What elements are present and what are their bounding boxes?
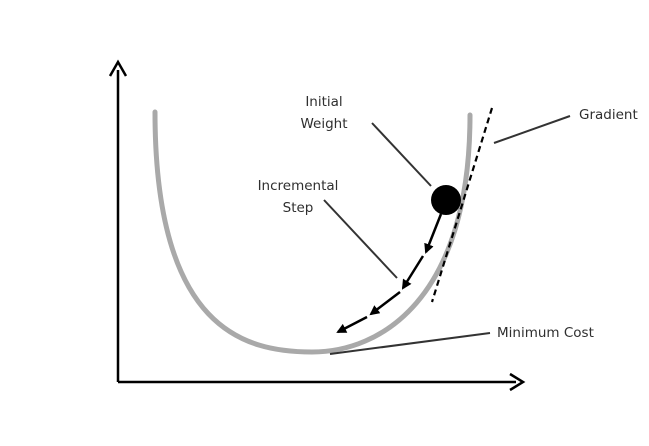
y-axis-arrowhead xyxy=(108,59,128,77)
gradient-leader xyxy=(493,115,571,144)
leader-lines xyxy=(323,115,571,355)
step-arrows xyxy=(336,213,443,334)
gradient-label: Gradient xyxy=(579,107,638,123)
minimum-cost-leader xyxy=(329,332,491,355)
step-arrow xyxy=(336,315,368,334)
initial-weight-label-line1: Initial xyxy=(305,94,342,110)
step-arrow xyxy=(424,213,443,254)
incremental-step-label-line1: Incremental xyxy=(258,178,339,194)
gradient-tangent-line xyxy=(430,107,494,303)
x-axis-arrowhead xyxy=(509,372,526,392)
incremental-step-leader xyxy=(323,199,398,279)
initial-weight-ball xyxy=(431,185,461,215)
initial-weight-label-line2: Weight xyxy=(300,116,347,132)
axes xyxy=(108,59,526,392)
minimum-cost-label: Minimum Cost xyxy=(497,325,594,341)
step-arrow xyxy=(401,255,425,290)
cost-curve xyxy=(152,109,473,355)
initial-weight-leader xyxy=(371,122,432,187)
step-arrow xyxy=(369,291,401,316)
incremental-step-label-line2: Step xyxy=(283,200,314,216)
